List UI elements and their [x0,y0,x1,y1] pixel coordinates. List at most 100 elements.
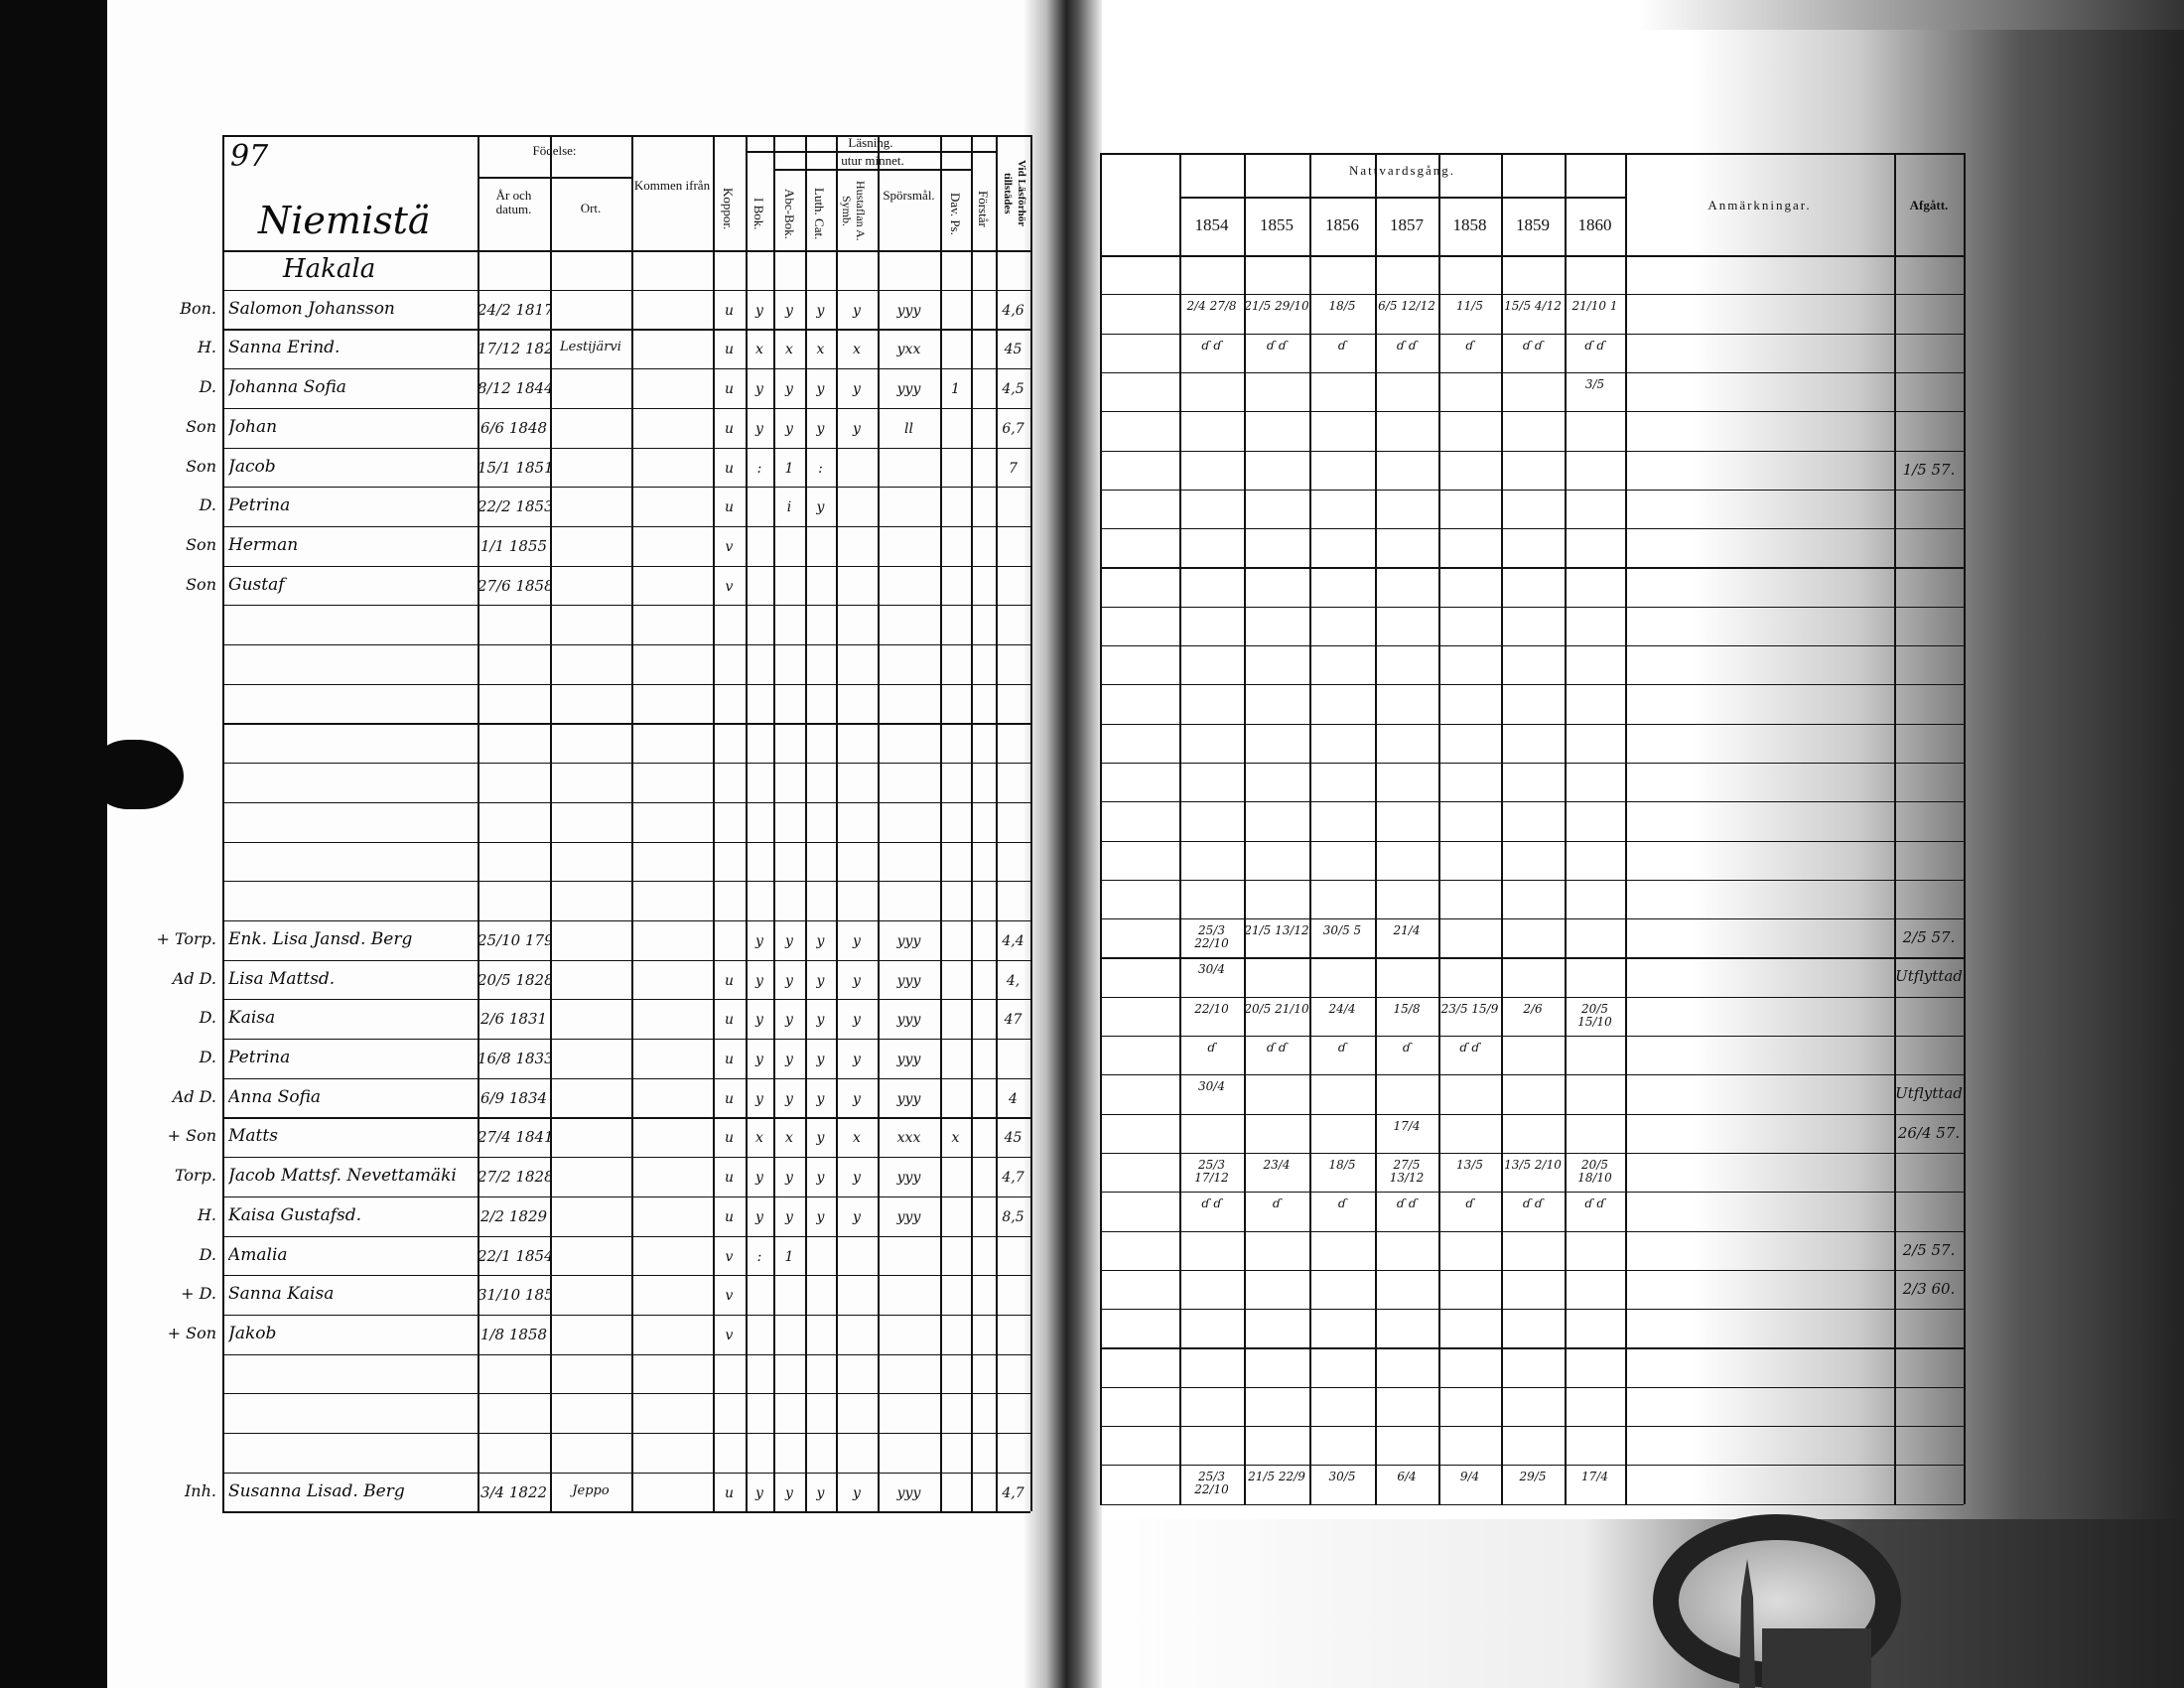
departure-note: Utflyttad [1895,1084,1963,1103]
reading-mark: y [755,932,763,949]
birth-date: 6/9 1834 [479,1088,548,1107]
communion-entry: ɗ ɗ [1522,339,1544,352]
ruling-line [222,1275,1030,1277]
reading-mark: y [785,1208,793,1225]
reading-mark: yxx [896,342,921,358]
ruling-line [222,1077,1030,1079]
reading-mark: y [785,302,793,319]
year-header-1854: 1854 [1194,215,1229,234]
page-number: 97 [230,139,269,174]
ruling-line [222,841,1030,843]
reading-mark: ll [904,420,913,437]
header-nattvardsgang: Nattvardsgång. [1348,163,1456,178]
birth-date: 20/5 1828 [478,970,550,989]
reading-mark: u [724,499,735,516]
ruling-line [222,1353,1030,1355]
left-page [107,0,1065,1688]
communion-entry: 15/8 [1393,1002,1421,1016]
ruling-line [1100,723,1964,725]
ruling-line [1100,996,1964,998]
header-hustaflan: Hustaflan A. Symb. [840,181,868,241]
ruling-line [222,135,1030,137]
communion-entry: 17/4 [1393,1119,1421,1133]
ruling-line [222,1511,1030,1513]
ruling-line [222,959,1030,961]
year-header-1857: 1857 [1390,215,1424,234]
person-name: Kaisa [228,1008,276,1029]
person-title: Son [186,574,216,594]
reading-mark: 47 [1004,1012,1023,1029]
ruling-line [773,135,775,1512]
communion-entry: 18/5 [1328,1158,1356,1172]
ruling-line [1100,450,1964,452]
ruling-line [222,763,1030,765]
ruling-line [805,135,807,1512]
book-gutter [1023,0,1102,1688]
communion-entry: 21/5 13/12 [1244,924,1309,938]
ruling-line [1100,1386,1964,1388]
person-name: Sanna Kaisa [228,1284,335,1305]
ruling-line [222,368,1030,370]
header-ar: År och datum. [495,188,532,216]
person-name: Anna Sofia [228,1086,322,1107]
person-name: Petrina [228,495,291,516]
ruling-line [1100,1192,1964,1194]
communion-entry: 21/10 1 [1571,300,1618,314]
ruling-line [222,407,1030,409]
ruling-line [1100,957,1964,959]
reading-mark: 6,7 [1002,420,1024,437]
communion-entry: ɗ [1402,1042,1412,1055]
reading-mark: y [785,381,793,398]
reading-mark: u [724,381,735,398]
person-title: D. [199,495,216,515]
birth-date: 8/12 1844 [478,379,550,398]
ruling-line [1100,153,1964,155]
reading-mark: u [724,1170,735,1187]
year-header-1858: 1858 [1452,215,1487,234]
ruling-line [222,250,1030,252]
reading-mark: y [853,1484,861,1501]
header-lasning: Läsning. [848,135,893,150]
ruling-line [222,919,1030,922]
ruling-line [996,135,998,1512]
reading-mark: 4, [1006,972,1021,989]
reading-mark: y [755,420,763,437]
ruling-line [1100,606,1964,608]
header-forstar: Förstår [976,190,991,227]
person-title: + Son [167,1126,216,1146]
ruling-line [222,487,1030,489]
ruling-line [222,1314,1030,1317]
birth-date: 22/2 1853 [478,497,550,516]
ruling-line [1179,197,1625,199]
reading-mark: v [725,578,734,595]
communion-entry: 30/5 [1328,1471,1356,1484]
birth-place: Jeppo [572,1482,610,1498]
departure-note: Utflyttad [1895,967,1963,986]
person-title: D. [199,1244,216,1264]
ruling-line [1100,255,1964,257]
communion-entry: 30/5 5 [1322,924,1362,938]
reading-mark: y [816,499,825,516]
communion-entry: ɗ ɗ [1522,1197,1544,1211]
communion-entry: ɗ ɗ [1201,1197,1222,1211]
person-name: Petrina [228,1048,291,1067]
reading-mark: y [853,420,861,437]
reading-mark: u [724,420,735,437]
header-fodelse: Födelse: [532,143,577,158]
communion-entry: ɗ ɗ [1201,339,1222,352]
reading-mark: y [755,381,763,398]
birth-date: 1/1 1855 [479,536,548,555]
reading-mark: y [785,932,793,949]
reading-mark: x [785,1130,793,1147]
reading-mark: x [755,342,763,358]
communion-entry: 13/5 [1456,1158,1483,1172]
birth-place: Lestijärvi [560,340,621,355]
ruling-line [222,1157,1030,1159]
ruling-line [1100,645,1964,647]
communion-entry: 23/4 [1263,1158,1291,1172]
reading-mark: y [816,1208,825,1225]
ruling-line [1100,294,1964,296]
ruling-line [222,1472,1030,1474]
communion-entry: ɗ ɗ [1266,1042,1288,1055]
ruling-line [1100,489,1964,491]
